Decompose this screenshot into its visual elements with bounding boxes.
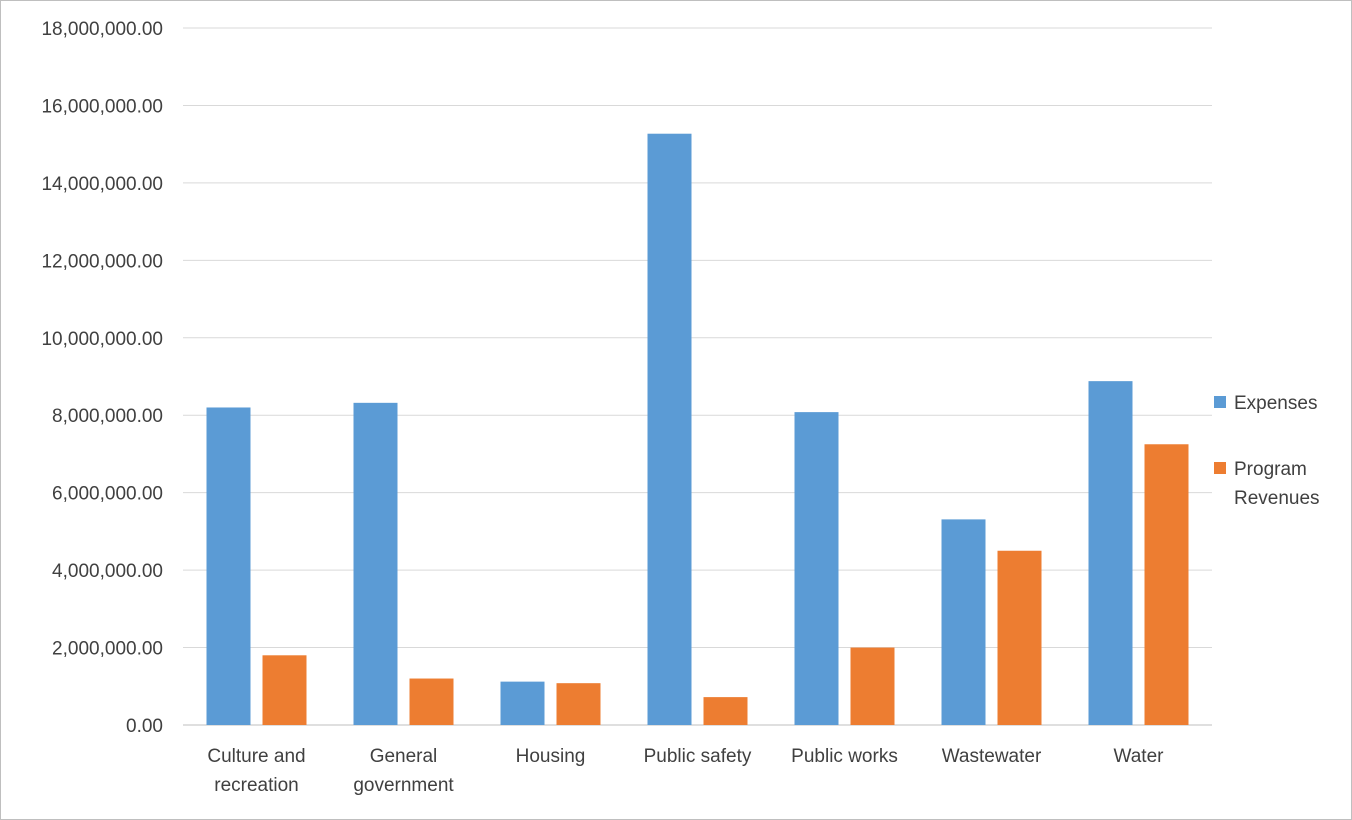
x-category-label: Culture and: [207, 746, 305, 767]
bar-expenses: [500, 681, 545, 725]
y-tick-label: 14,000,000.00: [41, 174, 163, 195]
y-tick-label: 18,000,000.00: [41, 19, 163, 40]
bar-program-revenues: [262, 655, 307, 725]
bar-program-revenues: [997, 550, 1042, 725]
legend-label-revenues: Revenues: [1234, 488, 1320, 509]
legend-label-expenses: Expenses: [1234, 393, 1317, 414]
x-category-label: Public works: [791, 746, 898, 767]
y-tick-label: 0.00: [126, 716, 163, 737]
bar-expenses: [647, 133, 692, 725]
y-tick-label: 6,000,000.00: [52, 484, 163, 505]
bar-program-revenues: [1144, 444, 1189, 725]
bar-expenses: [941, 519, 986, 725]
y-tick-label: 10,000,000.00: [41, 329, 163, 350]
y-tick-label: 4,000,000.00: [52, 561, 163, 582]
bar-program-revenues: [556, 683, 601, 725]
y-tick-label: 2,000,000.00: [52, 639, 163, 660]
y-tick-label: 16,000,000.00: [41, 96, 163, 117]
x-category-label: Housing: [516, 746, 586, 767]
x-category-label: recreation: [214, 775, 299, 796]
bar-expenses: [353, 402, 398, 725]
bar-expenses: [1088, 381, 1133, 725]
bar-expenses: [206, 407, 251, 725]
bar-program-revenues: [703, 697, 748, 725]
legend-swatch-expenses: [1214, 396, 1226, 408]
bar-program-revenues: [409, 678, 454, 725]
x-category-label: General: [370, 746, 438, 767]
x-category-label: Public safety: [644, 746, 752, 767]
legend-swatch-program-revenues: [1214, 462, 1226, 474]
y-tick-label: 12,000,000.00: [41, 251, 163, 272]
x-category-label: government: [353, 775, 454, 796]
x-category-label: Water: [1114, 746, 1165, 767]
y-tick-label: 8,000,000.00: [52, 406, 163, 427]
legend-label-program: Program: [1234, 459, 1307, 480]
bar-program-revenues: [850, 647, 895, 725]
bar-expenses: [794, 412, 839, 725]
x-category-label: Wastewater: [942, 746, 1042, 767]
